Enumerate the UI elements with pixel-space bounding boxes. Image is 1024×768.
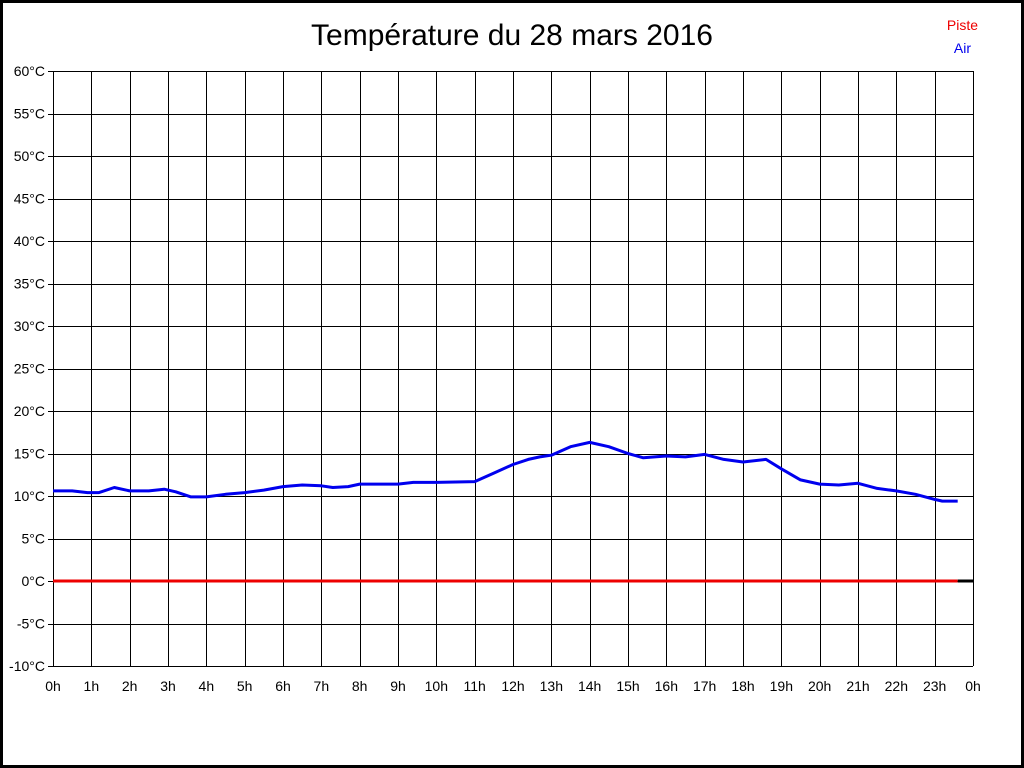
x-axis-tick-label: 3h (160, 678, 176, 694)
y-axis-tick-label: 25°C (14, 361, 45, 377)
plot-area: 60°C 55°C 50°C 45°C 40°C 35°C 30°C 25°C 20°C 15°C… (9, 63, 981, 694)
y-axis-tick-label: 30°C (14, 318, 45, 334)
x-axis-tick-label: 19h (770, 678, 793, 694)
y-axis-tick-label: 35°C (14, 276, 45, 292)
x-axis-tick-label: 9h (390, 678, 406, 694)
x-axis-tick-label: 10h (425, 678, 448, 694)
y-axis-tick-label: 20°C (14, 403, 45, 419)
y-axis-tick-label: 50°C (14, 148, 45, 164)
x-axis-tick-label: 13h (540, 678, 563, 694)
x-axis-tick-label: 0h (965, 678, 981, 694)
x-axis-tick-label: 8h (352, 678, 368, 694)
y-axis-tick-label: 45°C (14, 191, 45, 207)
x-axis-tick-label: 21h (846, 678, 869, 694)
x-axis-tick-label: 20h (808, 678, 831, 694)
y-axis-tick-label: -10°C (9, 658, 45, 674)
x-axis-tick-label: 11h (464, 678, 486, 694)
x-axis-tick-label: 17h (693, 678, 716, 694)
x-axis-tick-label: 22h (885, 678, 908, 694)
x-axis-tick-label: 23h (923, 678, 946, 694)
x-axis-tick-label: 1h (84, 678, 100, 694)
x-axis-tick-label: 18h (731, 678, 754, 694)
chart-legend: Piste Air (947, 14, 978, 60)
y-axis-tick-label: 15°C (14, 446, 45, 462)
y-axis-tick-label: -5°C (17, 616, 45, 632)
chart-title: Température du 28 mars 2016 (311, 19, 713, 52)
series-line-air (53, 440, 958, 503)
y-axis-tick-label: 60°C (14, 63, 45, 79)
y-axis-tick-label: 0°C (22, 573, 46, 589)
x-axis-tick-label: 2h (122, 678, 138, 694)
x-axis-tick-label: 5h (237, 678, 253, 694)
legend-item-air: Air (953, 40, 971, 56)
x-axis-tick-label: 0h (45, 678, 61, 694)
grid-lines (48, 71, 974, 667)
x-axis-tick-label: 7h (314, 678, 330, 694)
x-axis-tick-label: 16h (655, 678, 678, 694)
legend-item-piste: Piste (946, 17, 978, 33)
x-axis-tick-label: 12h (501, 678, 524, 694)
x-axis-tick-label: 4h (199, 678, 215, 694)
x-axis-tick-label: 14h (578, 678, 601, 694)
y-axis-tick-label: 40°C (14, 233, 45, 249)
axis-tick-labels: 60°C 55°C 50°C 45°C 40°C 35°C 30°C 25°C 20°C 15°C… (9, 63, 981, 694)
y-axis-tick-label: 55°C (14, 106, 45, 122)
x-axis-tick-label: 6h (275, 678, 291, 694)
y-axis-tick-label: 5°C (22, 531, 46, 547)
y-axis-tick-label: 10°C (14, 488, 45, 504)
x-axis-tick-label: 15h (616, 678, 639, 694)
